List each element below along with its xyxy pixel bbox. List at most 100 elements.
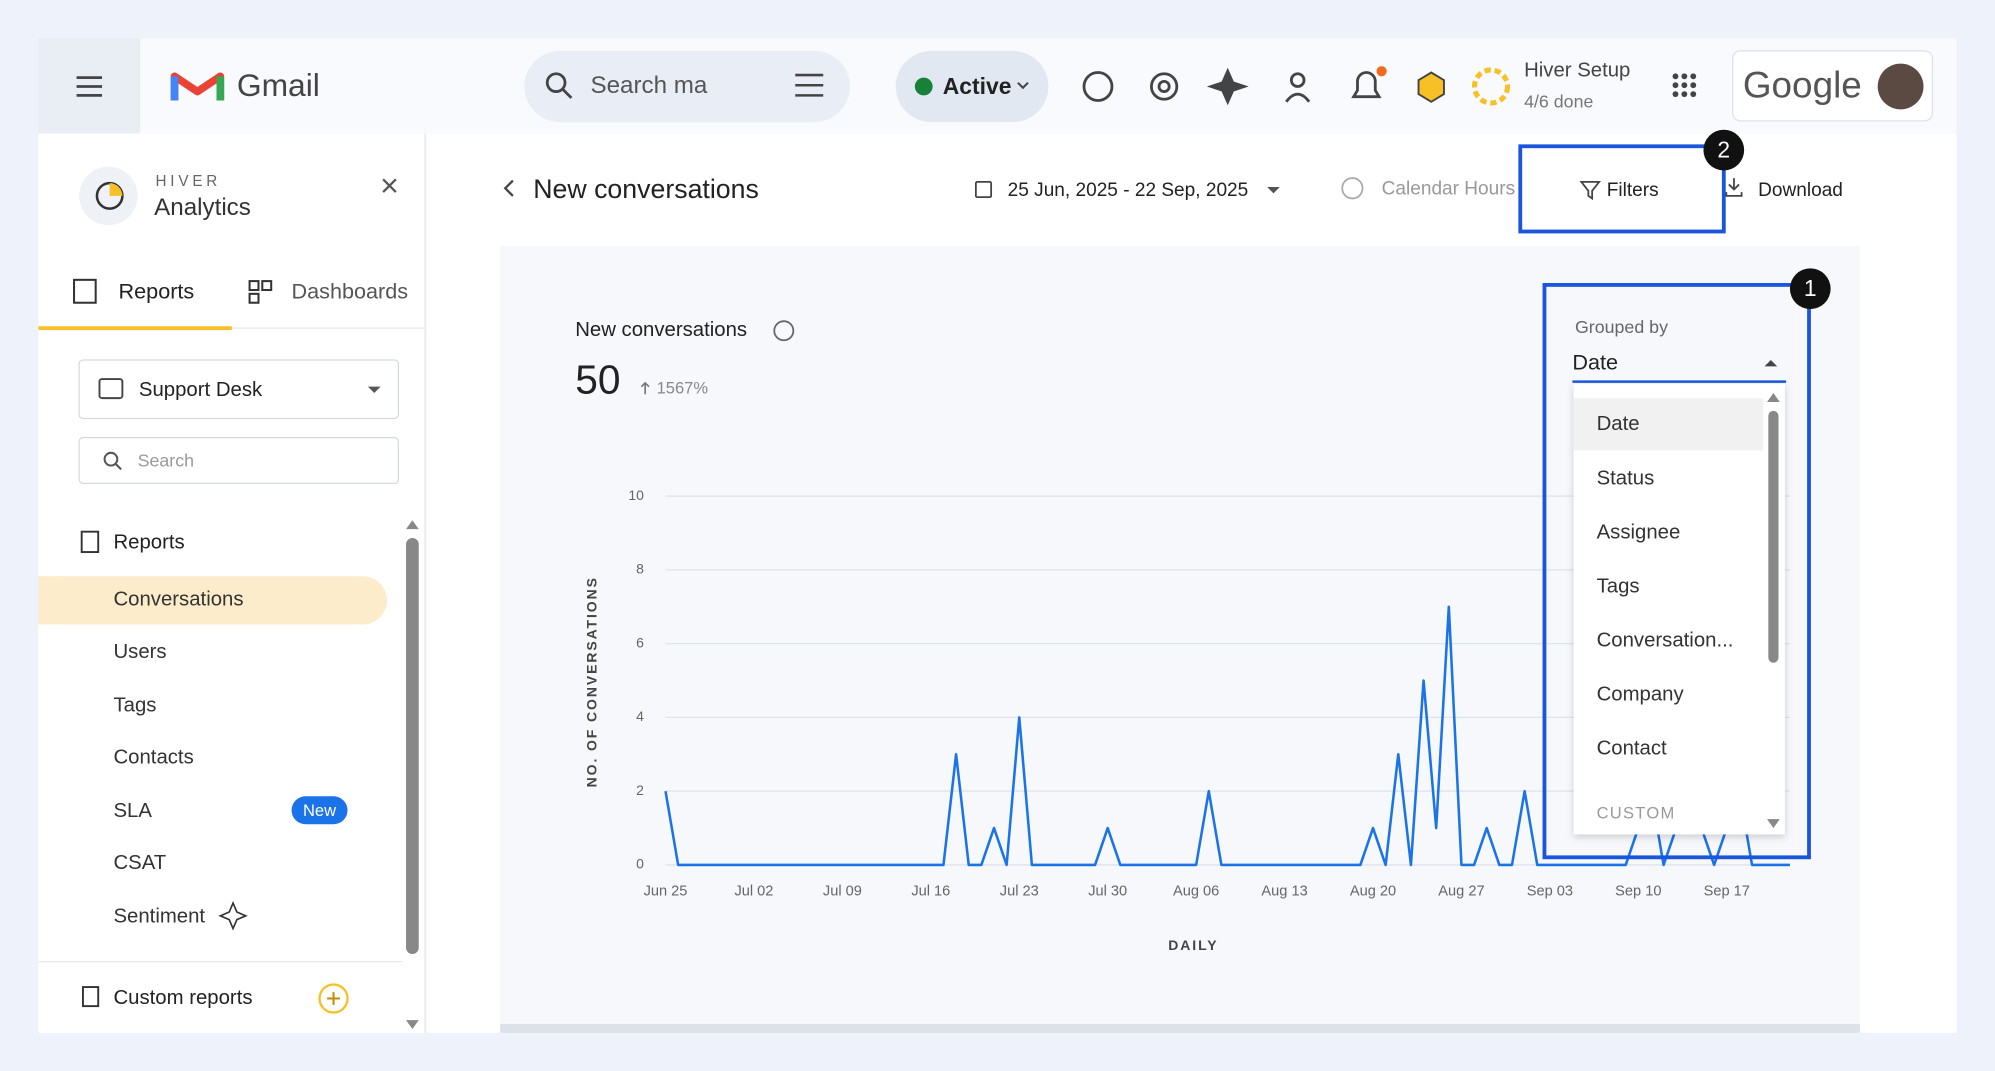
sidebar-item[interactable]: SLA xyxy=(113,800,152,822)
x-tick-label: Jul 02 xyxy=(734,884,773,900)
google-brand: Google xyxy=(1743,65,1862,106)
sidebar-search-placeholder: Search xyxy=(138,450,194,470)
dropdown-option[interactable]: Conversation... xyxy=(1597,629,1734,651)
dropdown-option[interactable]: Date xyxy=(1597,413,1640,435)
account-box[interactable] xyxy=(1732,50,1934,122)
y-tick-label: 0 xyxy=(636,856,644,872)
filter-icon xyxy=(795,73,824,97)
option-highlight xyxy=(1573,398,1764,451)
sidebar-search[interactable] xyxy=(78,436,400,484)
add-custom-report[interactable] xyxy=(318,983,349,1014)
analytics-logo xyxy=(79,166,138,226)
x-tick-label: Aug 27 xyxy=(1438,884,1484,900)
x-tick-label: Jul 09 xyxy=(823,884,862,900)
filter-funnel xyxy=(1579,181,1601,201)
data-line xyxy=(664,605,1790,867)
x-tick-label: Aug 13 xyxy=(1261,884,1307,900)
section-title: Reports xyxy=(113,532,184,554)
sidebar-item[interactable]: Contacts xyxy=(113,746,193,768)
inbox-label: Support Desk xyxy=(139,379,263,401)
status-chip[interactable] xyxy=(895,50,1049,123)
search-placeholder: Search ma xyxy=(590,72,707,99)
brand-top: HIVER xyxy=(155,173,221,190)
app-name: Gmail xyxy=(237,67,320,103)
x-tick-label: Aug 06 xyxy=(1173,884,1219,900)
x-tick-label: Sep 17 xyxy=(1704,884,1750,900)
y-tick-label: 2 xyxy=(636,782,644,798)
help-icon xyxy=(773,320,795,342)
metric-label: New conversations xyxy=(575,319,747,341)
sidebar-tab[interactable]: Reports xyxy=(119,278,195,303)
filters-button[interactable]: Filters xyxy=(1607,180,1659,201)
notification-dot xyxy=(1376,66,1387,77)
status-dot xyxy=(914,77,933,96)
date-range[interactable]: 25 Jun, 2025 - 22 Sep, 2025 xyxy=(1008,180,1249,201)
inbox-select[interactable] xyxy=(78,359,400,420)
new-badge xyxy=(291,796,348,825)
close-icon[interactable] xyxy=(382,178,397,193)
highlight-grouped-by xyxy=(1542,283,1811,860)
x-tick-label: Sep 03 xyxy=(1527,884,1573,900)
new-badge-label: New xyxy=(303,801,336,820)
grouped-by-label: Grouped by xyxy=(1575,317,1668,337)
sidebar-scrollbar xyxy=(406,538,419,954)
brand-name: Analytics xyxy=(154,194,251,221)
x-tick-label: Jul 30 xyxy=(1088,884,1127,900)
x-tick-label: Sep 10 xyxy=(1615,884,1661,900)
sidebar-tab[interactable]: Dashboards xyxy=(292,278,409,303)
dropdown-menu xyxy=(1573,384,1785,835)
avatar xyxy=(1877,63,1924,110)
hiver-icon xyxy=(1417,71,1445,103)
dropdown-section: CUSTOM xyxy=(1597,803,1676,822)
apps-icon[interactable] xyxy=(1672,73,1697,98)
toolbar-icons xyxy=(1082,67,1382,106)
x-tick-label: Jul 16 xyxy=(911,884,950,900)
calendar-icon xyxy=(974,181,993,199)
metric-value: 50 xyxy=(575,357,620,403)
dashboards-tab-icon xyxy=(248,280,273,304)
x-tick-label: Jun 25 xyxy=(644,884,688,900)
search-box[interactable] xyxy=(524,50,850,123)
dropdown-option[interactable]: Tags xyxy=(1597,575,1640,597)
y-tick-label: 8 xyxy=(636,561,644,577)
callout-badge xyxy=(1703,129,1745,171)
gmail-logo xyxy=(170,72,225,101)
metric-change: 1567% xyxy=(657,379,709,398)
menu-icon xyxy=(76,76,103,97)
y-tick-label: 4 xyxy=(636,708,644,724)
download-button[interactable]: Download xyxy=(1758,180,1843,201)
active-item-bg xyxy=(38,576,387,625)
dropdown-option[interactable]: Contact xyxy=(1597,738,1667,760)
download-icon xyxy=(1725,178,1743,197)
dropdown-option[interactable]: Status xyxy=(1597,467,1655,489)
dropdown-scrollbar xyxy=(1768,410,1779,663)
custom-reports[interactable]: Custom reports xyxy=(113,987,252,1009)
setup-progress: 4/6 done xyxy=(1524,92,1593,112)
sidebar-item[interactable]: Sentiment xyxy=(113,905,205,927)
y-tick-label: 6 xyxy=(636,634,644,650)
sidebar-item[interactable]: Tags xyxy=(113,694,156,716)
sidebar-item[interactable]: Conversations xyxy=(113,589,243,611)
reports-tab-icon xyxy=(73,278,97,304)
sparkle-icon xyxy=(218,901,248,931)
panel-scrollbar xyxy=(500,1023,1860,1033)
hours-option[interactable]: Calendar Hours xyxy=(1382,179,1516,200)
sidebar-item[interactable]: Users xyxy=(113,641,166,663)
clock-icon xyxy=(1341,177,1364,200)
dropdown-option[interactable]: Company xyxy=(1597,684,1685,706)
sidebar-item[interactable]: CSAT xyxy=(113,852,166,874)
back-icon[interactable] xyxy=(503,179,514,197)
x-axis-label: DAILY xyxy=(1168,937,1218,953)
x-tick-label: Jul 23 xyxy=(1000,884,1039,900)
dropdown-option[interactable]: Assignee xyxy=(1597,521,1681,543)
callout-badge xyxy=(1789,268,1831,310)
status-label: Active xyxy=(943,73,1012,99)
page-title: New conversations xyxy=(533,174,759,204)
grouped-by-value[interactable]: Date xyxy=(1572,350,1618,375)
setup-progress-ring xyxy=(1471,67,1511,106)
search-icon xyxy=(545,72,567,93)
callout-number: 1 xyxy=(1804,275,1817,301)
callout-number: 2 xyxy=(1717,136,1730,162)
